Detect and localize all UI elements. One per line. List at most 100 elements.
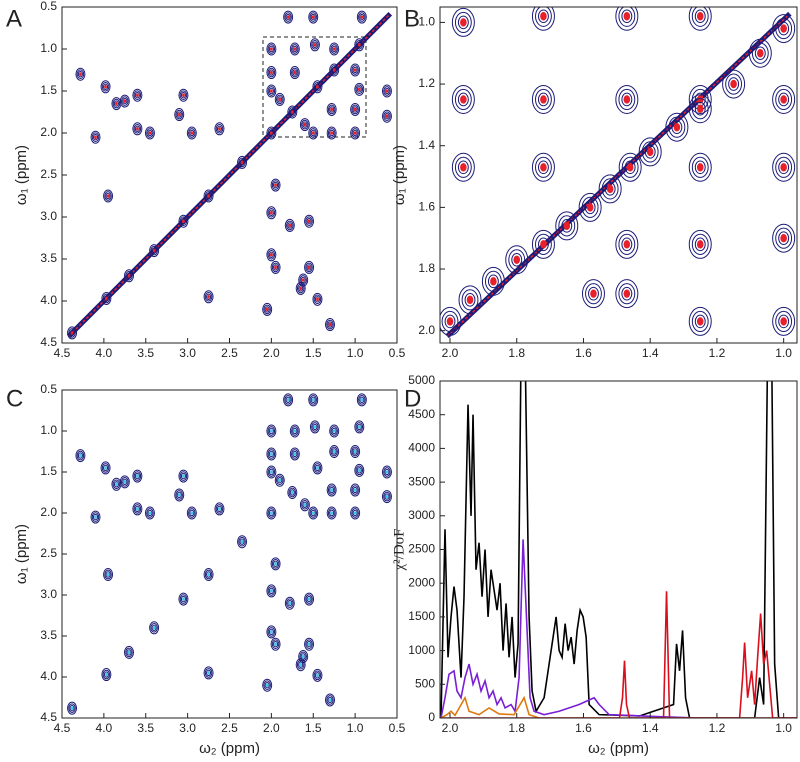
- peak: [615, 279, 639, 309]
- peak: [174, 488, 185, 502]
- y-tick-label: 3.0: [40, 209, 57, 223]
- contour-ring: [350, 126, 361, 140]
- peak-center: [316, 85, 319, 89]
- contour-ring: [641, 141, 659, 163]
- contour-ring: [264, 682, 270, 689]
- contour-ring: [287, 600, 293, 607]
- contour-ring: [103, 295, 109, 302]
- peak-center: [353, 449, 357, 454]
- contour-ring: [309, 38, 320, 52]
- contour-ring: [326, 102, 337, 116]
- contour-ring: [351, 128, 359, 138]
- peak: [308, 506, 319, 520]
- contour-ring: [150, 245, 158, 256]
- contour-ring: [329, 42, 340, 56]
- contour-ring: [180, 218, 186, 225]
- contour-ring: [133, 504, 142, 514]
- contour-ring: [267, 44, 276, 54]
- contour-ring: [299, 275, 307, 285]
- contour-ring: [287, 105, 298, 119]
- peak-center: [79, 453, 82, 458]
- peak: [149, 244, 160, 258]
- contour-ring: [778, 231, 790, 245]
- peak-center: [330, 107, 334, 112]
- contour-ring: [537, 160, 549, 175]
- peak: [100, 461, 111, 475]
- x-tick-label: 3.5: [137, 721, 154, 735]
- contour-ring: [505, 245, 529, 275]
- contour-ring: [329, 129, 335, 137]
- contour-ring: [615, 7, 639, 31]
- contour-ring: [283, 393, 294, 407]
- contour-ring: [179, 471, 188, 481]
- contour-ring: [325, 693, 335, 707]
- peak-center: [182, 219, 185, 223]
- peak-center: [79, 72, 82, 76]
- peak: [124, 269, 134, 283]
- contour-ring: [454, 11, 472, 33]
- contour-ring: [299, 651, 307, 662]
- peak-center: [385, 114, 389, 118]
- contour-ring: [268, 209, 274, 217]
- contour-ring: [722, 69, 746, 99]
- contour-ring: [270, 178, 281, 192]
- contour-ring: [555, 211, 579, 241]
- diagonal-center: [446, 13, 791, 337]
- contour-ring: [313, 463, 322, 473]
- contour-ring: [772, 223, 796, 253]
- peak-center: [182, 597, 185, 601]
- contour-ring: [267, 508, 276, 518]
- contour-ring: [180, 92, 186, 99]
- contour-ring: [238, 157, 246, 168]
- contour-ring: [101, 668, 112, 682]
- contour-ring: [454, 88, 472, 111]
- peak: [772, 152, 796, 182]
- contour-ring: [352, 129, 358, 137]
- contour-ring: [176, 491, 182, 499]
- peak: [304, 260, 315, 274]
- peak: [266, 206, 277, 220]
- contour-ring: [292, 45, 298, 53]
- y-tick-label: 5000: [408, 373, 435, 387]
- contour-ring: [298, 273, 309, 287]
- contour-ring: [305, 594, 313, 604]
- contour-ring: [314, 83, 320, 91]
- contour-ring: [313, 81, 322, 92]
- peak-center: [207, 295, 210, 299]
- peak: [203, 290, 214, 304]
- contour-ring: [772, 14, 796, 44]
- peak-center: [190, 511, 194, 515]
- contour-ring: [359, 396, 365, 404]
- peak-center: [626, 163, 634, 172]
- x-tick-label: 1.0: [775, 346, 792, 360]
- peak-center: [357, 468, 361, 473]
- contour-ring: [306, 595, 312, 603]
- contour-ring: [121, 96, 129, 106]
- panel-label: D: [404, 385, 421, 412]
- peak-center: [123, 480, 127, 484]
- contour-ring: [68, 703, 76, 713]
- contour-ring: [284, 218, 295, 232]
- contour-ring: [312, 423, 318, 431]
- contour-ring: [725, 73, 743, 95]
- y-tick-label: 4500: [408, 407, 435, 421]
- contour-ring: [268, 468, 274, 476]
- contour-ring: [134, 505, 140, 513]
- peak: [688, 229, 712, 259]
- x-tick-label: 0.5: [389, 721, 406, 735]
- peak-center: [274, 562, 277, 566]
- peak: [266, 42, 277, 56]
- contour-ring: [305, 262, 313, 273]
- peak: [772, 14, 796, 44]
- contour-ring: [331, 448, 337, 455]
- contour-ring: [104, 191, 112, 201]
- contour-ring: [273, 264, 279, 271]
- peak-center: [780, 317, 787, 326]
- peak: [748, 38, 772, 68]
- series-line: [440, 695, 797, 718]
- peak: [312, 668, 323, 682]
- contour-ring: [584, 200, 596, 215]
- contour-ring: [174, 488, 185, 502]
- contour-ring: [305, 639, 313, 650]
- peak-center: [311, 15, 315, 19]
